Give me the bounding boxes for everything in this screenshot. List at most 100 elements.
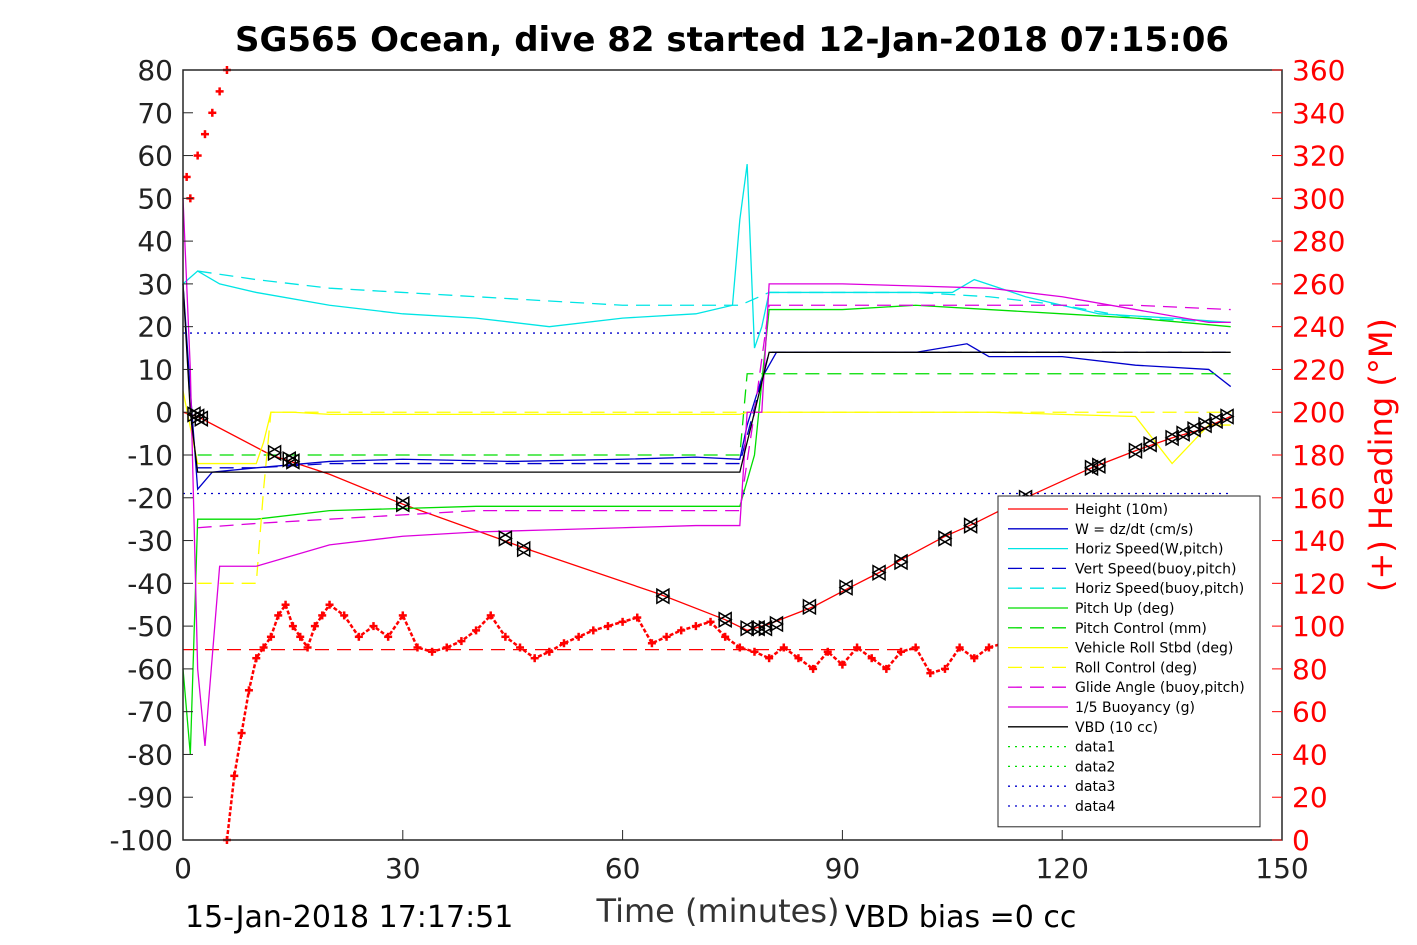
y-tick-label: -80: [127, 738, 173, 771]
heading-point: [955, 643, 964, 652]
legend-label: data3: [1075, 779, 1115, 795]
x-tick-label: 60: [605, 852, 641, 885]
chart-title: SG565 Ocean, dive 82 started 12-Jan-2018…: [235, 20, 1229, 60]
triangle-marker: [963, 517, 979, 534]
legend-label: Glide Angle (buoy,pitch): [1075, 680, 1245, 696]
y-tick-label: -70: [127, 696, 173, 729]
y2-tick-label: 40: [1292, 738, 1328, 771]
heading-point: [823, 647, 832, 656]
heading-point: [193, 151, 202, 160]
y2-tick-label: 60: [1292, 696, 1328, 729]
triangle-marker: [768, 615, 784, 633]
triangle-marker: [285, 453, 301, 470]
heading-point: [809, 664, 818, 673]
heading-point: [182, 172, 191, 181]
footer-timestamp: 15-Jan-2018 17:17:51: [185, 900, 513, 935]
x-axis-label: Time (minutes): [596, 892, 840, 930]
legend-label: W = dz/dt (cm/s): [1075, 522, 1194, 538]
heading-point: [296, 632, 305, 641]
triangle-marker: [193, 410, 209, 427]
heading-point: [882, 664, 891, 673]
legend-label: Vehicle Roll Stbd (deg): [1075, 641, 1233, 657]
legend-label: data2: [1075, 759, 1115, 775]
heading-point: [318, 611, 327, 620]
y-tick-label: -60: [127, 653, 173, 686]
heading-point: [259, 643, 268, 652]
series-line-0: [182, 411, 1231, 632]
x-tick-label: 90: [825, 852, 861, 885]
triangle-marker: [1186, 421, 1202, 438]
triangle-marker: [1197, 416, 1213, 434]
legend-box: [997, 495, 1261, 828]
triangle-marker: [395, 495, 411, 513]
y2-tick-label: 280: [1292, 225, 1345, 258]
y2-tick-label: 160: [1292, 482, 1345, 515]
y-tick-label: 40: [137, 225, 173, 258]
footer-vbd-bias: VBD bias =0 cc: [845, 900, 1076, 935]
y2-tick-label: 120: [1292, 567, 1345, 600]
heading-point: [779, 643, 788, 652]
legend-label: data1: [1075, 740, 1115, 756]
triangle-marker: [1208, 412, 1224, 430]
heading-layer: [182, 66, 1008, 844]
triangle-marker: [1219, 408, 1235, 425]
heading-point: [838, 660, 847, 669]
y-tick-label: 70: [137, 97, 173, 130]
triangle-marker: [871, 564, 887, 581]
y-tick-label: -10: [127, 439, 173, 472]
triangle-marker: [497, 530, 513, 547]
legend-label: Pitch Up (deg): [1075, 601, 1174, 617]
heading-point: [721, 632, 730, 641]
triangle-marker: [267, 444, 283, 462]
series-line-1: [182, 283, 1232, 491]
y-tick-label: -90: [127, 781, 173, 814]
heading-point: [215, 87, 224, 96]
series-line-6: [197, 373, 1231, 456]
heading-point: [794, 654, 803, 663]
series-line-2: [182, 164, 1231, 349]
x-tick-label: 120: [1035, 852, 1088, 885]
y-tick-label: 80: [137, 54, 173, 87]
y-tick-label: -50: [127, 610, 173, 643]
y-tick-label: 10: [137, 353, 173, 386]
y2-tick-label: 360: [1292, 54, 1345, 87]
triangle-marker: [516, 540, 532, 558]
triangle-marker: [1164, 429, 1180, 447]
y2-tick-label: 0: [1292, 824, 1310, 857]
triangle-marker: [1091, 457, 1107, 475]
heading-point: [853, 643, 862, 652]
y2-tick-label: 320: [1292, 140, 1345, 173]
y-tick-label: -100: [109, 824, 173, 857]
legend-label: Horiz Speed(W,pitch): [1075, 542, 1223, 558]
y2-tick-label: 140: [1292, 525, 1345, 558]
y2-tick-label: 340: [1292, 97, 1345, 130]
legend: Height (10m) W = dz/dt (cm/s) Horiz Speed(…: [997, 495, 1261, 828]
series-line-5: [182, 304, 1231, 755]
triangle-marker: [937, 530, 953, 547]
y2-tick-label: 80: [1292, 653, 1328, 686]
triangle-marker: [750, 619, 766, 637]
heading-point: [867, 654, 876, 663]
triangle-marker: [1127, 442, 1143, 460]
triangle-marker: [801, 598, 817, 616]
y-tick-label: 0: [155, 396, 173, 429]
x-axis: 0 30 60 90 120 150: [174, 830, 1309, 885]
triangle-marker: [1175, 425, 1191, 442]
y-tick-label: -30: [127, 525, 173, 558]
y2-tick-label: 260: [1292, 268, 1345, 301]
series-line-10: [182, 198, 1231, 746]
triangle-marker: [717, 611, 733, 629]
x-tick-label: 0: [174, 852, 192, 885]
right-axis-label: (+) Heading (°M): [1362, 318, 1400, 592]
y2-tick-label: 180: [1292, 439, 1345, 472]
legend-label: Pitch Control (mm): [1075, 621, 1207, 637]
triangle-marker: [757, 619, 773, 637]
legend-label: Vert Speed(buoy,pitch): [1075, 561, 1237, 577]
legend-label: Height (10m): [1075, 502, 1168, 518]
legend-label: Roll Control (deg): [1075, 660, 1197, 676]
triangle-marker: [893, 553, 909, 571]
y2-tick-label: 300: [1292, 182, 1345, 215]
heading-point: [970, 654, 979, 663]
legend-label: data4: [1075, 799, 1116, 815]
